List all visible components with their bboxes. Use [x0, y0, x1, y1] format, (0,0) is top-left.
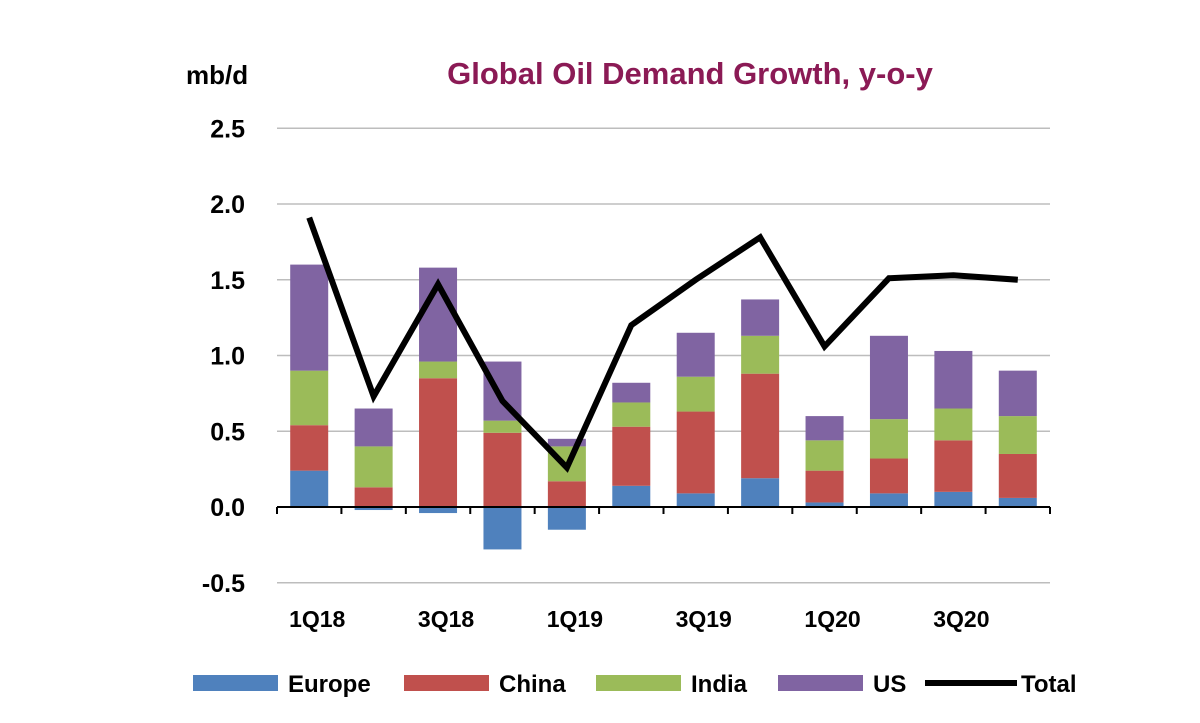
- x-tick-label: 3Q19: [676, 606, 732, 632]
- chart-title: Global Oil Demand Growth, y-o-y: [447, 56, 933, 91]
- y-tick-label: 2.5: [210, 115, 245, 143]
- bar-us: [354, 408, 393, 447]
- bar-europe: [676, 493, 715, 507]
- legend-label: India: [691, 671, 748, 698]
- bar-china: [676, 411, 715, 494]
- bar-india: [676, 376, 715, 412]
- bar-china: [483, 432, 522, 507]
- bar-china: [869, 458, 908, 494]
- bar-europe: [998, 497, 1037, 507]
- bar-india: [741, 335, 780, 374]
- bar-india: [869, 419, 908, 459]
- y-tick-label: 0.0: [210, 494, 245, 522]
- y-axis-unit: mb/d: [186, 60, 248, 90]
- bar-china: [612, 426, 651, 486]
- bar-china: [998, 453, 1037, 498]
- bar-china: [419, 378, 458, 507]
- bar-europe: [805, 502, 844, 507]
- bar-china: [934, 440, 973, 492]
- total-line: [306, 216, 1019, 473]
- bar-europe: [483, 507, 522, 550]
- y-tick-label: 1.0: [210, 343, 245, 371]
- bar-india: [998, 416, 1037, 454]
- x-tick-label: 3Q18: [418, 606, 474, 632]
- y-tick-label: 1.5: [210, 267, 245, 295]
- y-tick-label: 2.0: [210, 191, 245, 219]
- bar-china: [354, 487, 393, 507]
- x-tick-label: 1Q19: [547, 606, 603, 632]
- legend-swatch-china: [404, 675, 489, 691]
- bar-europe: [869, 493, 908, 507]
- bar-india: [419, 361, 458, 379]
- bar-europe: [612, 485, 651, 507]
- bar-us: [869, 335, 908, 420]
- y-tick-label: -0.5: [202, 570, 245, 598]
- bar-us: [676, 332, 715, 377]
- bar-china: [547, 481, 586, 507]
- bar-europe: [354, 507, 393, 511]
- bar-us: [805, 416, 844, 441]
- bar-china: [290, 425, 329, 471]
- y-tick-label: 0.5: [210, 418, 245, 446]
- bar-india: [805, 440, 844, 471]
- x-tick-label: 1Q20: [804, 606, 860, 632]
- x-tick-label: 1Q18: [289, 606, 345, 632]
- bar-us: [612, 382, 651, 403]
- x-tick-label: 3Q20: [933, 606, 989, 632]
- bar-us: [998, 370, 1037, 417]
- bar-china: [741, 373, 780, 479]
- legend-label: Total: [1021, 671, 1077, 698]
- legend-label: US: [873, 671, 906, 698]
- bar-europe: [290, 470, 329, 507]
- bar-europe: [547, 507, 586, 530]
- bar-india: [354, 446, 393, 488]
- bar-china: [805, 470, 844, 503]
- legend-swatch-india: [596, 675, 681, 691]
- legend-label: China: [499, 671, 566, 698]
- bar-europe: [934, 491, 973, 507]
- bar-europe: [741, 478, 780, 507]
- legend-label: Europe: [288, 671, 371, 698]
- bar-europe: [419, 507, 458, 514]
- bar-us: [547, 438, 586, 447]
- legend-swatch-europe: [193, 675, 278, 691]
- bar-india: [934, 408, 973, 441]
- bar-us: [741, 299, 780, 336]
- bar-india: [612, 402, 651, 427]
- bar-india: [290, 370, 329, 426]
- bar-india: [483, 420, 522, 433]
- legend-swatch-us: [778, 675, 863, 691]
- bar-us: [934, 350, 973, 409]
- bar-us: [290, 264, 329, 371]
